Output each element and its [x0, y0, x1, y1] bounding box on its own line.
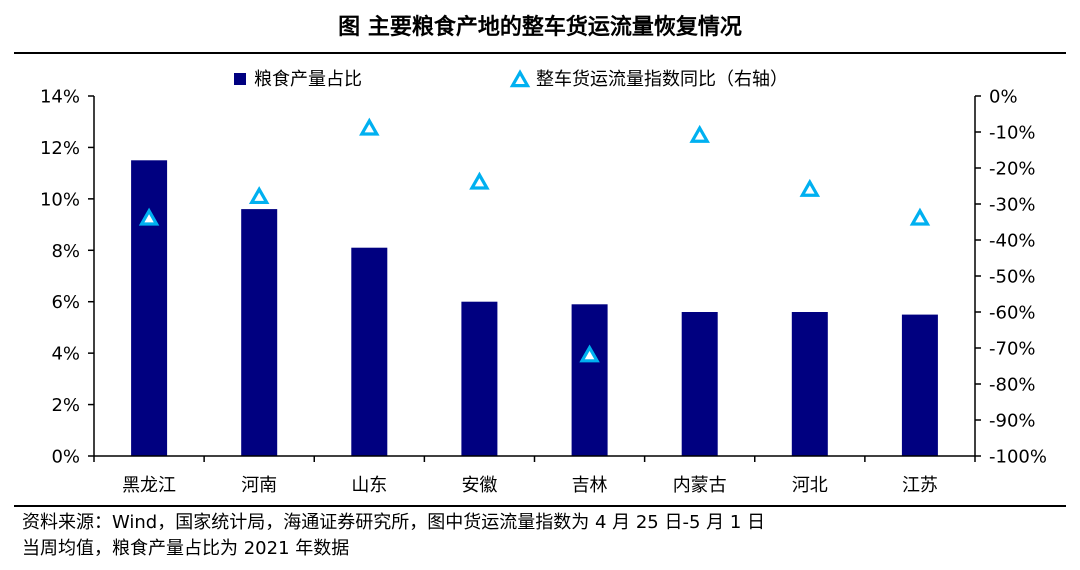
bar-5 — [571, 304, 608, 456]
left-tick-label: 10% — [40, 189, 80, 210]
axes: 14% 12% 10% 8% 6% 4% 2% 0% 0% -10% -20% -30% -40% -50… — [40, 87, 1047, 497]
bar-series — [131, 160, 938, 457]
triangle-marker-4 — [469, 171, 490, 190]
right-tick-label: -40% — [989, 231, 1036, 252]
x-tick-label: 内蒙古 — [673, 475, 727, 496]
right-tick-label: -80% — [989, 375, 1036, 396]
legend-marker-label: 整车货运流量指数同比（右轴） — [536, 69, 788, 90]
triangle-marker-3 — [359, 117, 380, 136]
triangle-marker-5 — [579, 344, 600, 363]
bar-4 — [461, 301, 498, 456]
x-tick-label: 吉林 — [572, 475, 608, 496]
right-tick-label: -70% — [989, 339, 1036, 360]
right-tick-label: -10% — [989, 123, 1036, 144]
marker-series — [138, 117, 931, 363]
footer-divider — [14, 505, 1066, 507]
right-tick-label: -20% — [989, 159, 1036, 180]
triangle-marker-6 — [689, 124, 710, 143]
source-line-2: 当周均值，粮食产量占比为 2021 年数据 — [22, 538, 350, 559]
source-line-1: 资料来源：Wind，国家统计局，海通证券研究所，图中货运流量指数为 4 月 25… — [22, 512, 766, 533]
x-tick-label: 安徽 — [461, 475, 497, 496]
left-tick-label: 2% — [51, 395, 80, 416]
left-tick-label: 8% — [51, 241, 80, 262]
bar-3 — [351, 247, 388, 456]
x-tick-label: 河北 — [792, 475, 828, 496]
x-tick-label: 山东 — [351, 475, 387, 496]
left-tick-label: 4% — [51, 344, 80, 365]
legend: 粮食产量占比 整车货运流量指数同比（右轴） — [234, 69, 788, 90]
triangle-marker-7 — [799, 178, 821, 197]
legend-bar-swatch — [234, 73, 246, 85]
right-tick-label: 0% — [989, 87, 1018, 108]
x-tick-label: 黑龙江 — [122, 475, 176, 496]
left-tick-label: 0% — [51, 447, 80, 468]
right-tick-label: -100% — [989, 447, 1047, 468]
right-tick-label: -90% — [989, 411, 1036, 432]
page-title: 图 主要粮食产地的整车货运流量恢复情况 — [338, 15, 742, 40]
triangle-marker-8 — [909, 207, 931, 226]
source-note: 资料来源：Wind，国家统计局，海通证券研究所，图中货运流量指数为 4 月 25… — [22, 510, 1062, 562]
chart: 粮食产量占比 整车货运流量指数同比（右轴） 14% 12% 10% 8% 6% 4% 2% 0%… — [40, 69, 1047, 497]
x-tick-label: 河南 — [241, 475, 277, 496]
bar-2 — [241, 209, 278, 456]
right-tick-label: -30% — [989, 195, 1036, 216]
bar-6 — [681, 312, 718, 456]
x-tick-label: 江苏 — [902, 475, 938, 496]
title-divider — [14, 52, 1066, 54]
right-tick-label: -50% — [989, 267, 1036, 288]
left-tick-label: 14% — [40, 87, 80, 108]
left-tick-label: 12% — [40, 138, 80, 159]
right-tick-label: -60% — [989, 303, 1036, 324]
legend-triangle-swatch — [509, 69, 531, 88]
triangle-marker-1 — [138, 207, 160, 226]
bar-8 — [901, 314, 938, 456]
triangle-marker-2 — [248, 186, 270, 205]
bar-1 — [131, 160, 168, 457]
legend-bar-label: 粮食产量占比 — [254, 69, 362, 90]
bar-7 — [791, 312, 828, 456]
left-tick-label: 6% — [51, 292, 80, 313]
